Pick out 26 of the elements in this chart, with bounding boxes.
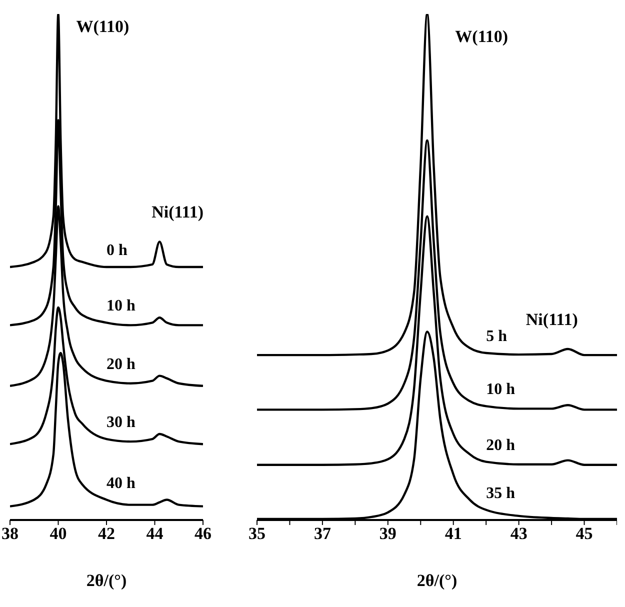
- x-tick-label: 43: [510, 524, 528, 544]
- x-tick-label: 42: [98, 524, 115, 544]
- series-label: 10 h: [106, 298, 136, 315]
- series-label: 20 h: [106, 356, 136, 373]
- x-tick-label: 35: [248, 524, 266, 544]
- x-tick-label: 38: [2, 524, 18, 544]
- series-label: 30 h: [106, 414, 136, 432]
- x-tick-label: 44: [146, 524, 164, 544]
- x-axis-title: 2θ/(°): [86, 571, 127, 590]
- x-tick-label: 40: [50, 524, 67, 544]
- series-label: 40 h: [106, 474, 136, 492]
- x-axis-title: 2θ/(°): [416, 571, 458, 590]
- annotation: Ni(111): [152, 202, 204, 222]
- series-label: 10 h: [486, 381, 516, 398]
- x-tick-label: 46: [194, 524, 212, 544]
- x-tick-label: 37: [314, 524, 332, 544]
- series-label: 20 h: [486, 436, 516, 454]
- series-label: 35 h: [486, 484, 516, 502]
- annotation: W(110): [455, 27, 508, 46]
- annotation: Ni(111): [526, 310, 578, 329]
- x-tick-label: 39: [379, 524, 396, 544]
- annotation: W(110): [76, 17, 130, 36]
- x-tick-label: 41: [444, 524, 462, 544]
- x-tick-label: 45: [576, 524, 593, 544]
- series-label: 0 h: [106, 242, 128, 259]
- series-label: 5 h: [486, 328, 508, 346]
